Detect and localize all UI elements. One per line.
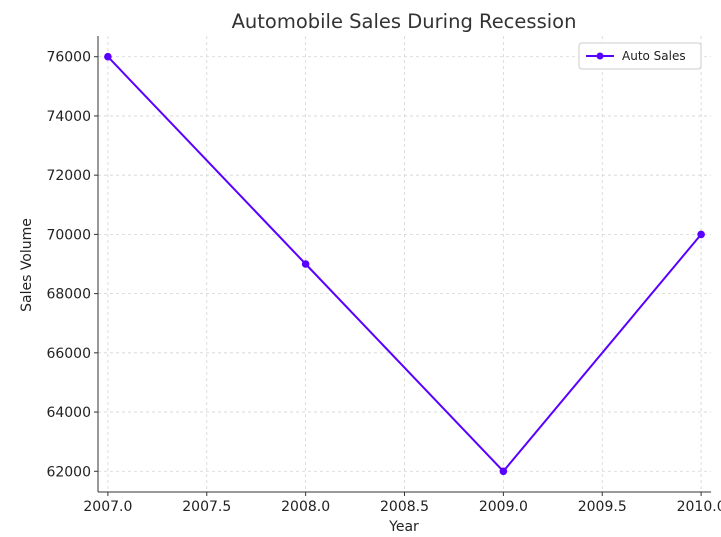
x-tick-label: 2010.0 [677,499,721,515]
chart-title: Automobile Sales During Recession [232,10,577,33]
y-tick-label: 68000 [46,287,91,303]
y-tick-label: 76000 [46,50,91,66]
y-tick-label: 66000 [46,346,91,362]
x-tick-label: 2009.0 [479,499,528,515]
y-axis-label: Sales Volume [19,218,35,312]
x-axis-label: Year [388,519,419,535]
data-point [697,230,705,239]
ticks-layer: 2007.0 2007.5 2008.0 2008.5 2009.0 2009.5 2010… [46,50,721,515]
y-tick-label: 62000 [46,464,91,480]
y-tick-label: 72000 [46,168,91,184]
legend: Auto Sales [578,42,702,70]
data-point [301,260,310,268]
x-tick-label: 2009.5 [578,499,627,515]
y-tick-label: 64000 [46,405,91,421]
legend-box [578,42,702,70]
x-tick-label: 2008.5 [380,499,429,515]
legend-point-marker [596,52,604,60]
legend-label: Auto Sales [622,49,686,63]
series-line [107,56,702,473]
x-tick-label: 2008.0 [281,499,330,515]
y-tick-label: 70000 [46,227,91,243]
series-layer [104,52,705,476]
y-tick-label: 74000 [46,109,91,125]
data-point [104,52,112,61]
x-tick-label: 2007.5 [182,499,231,515]
data-point [499,467,508,476]
x-tick-label: 2007.0 [83,499,132,515]
